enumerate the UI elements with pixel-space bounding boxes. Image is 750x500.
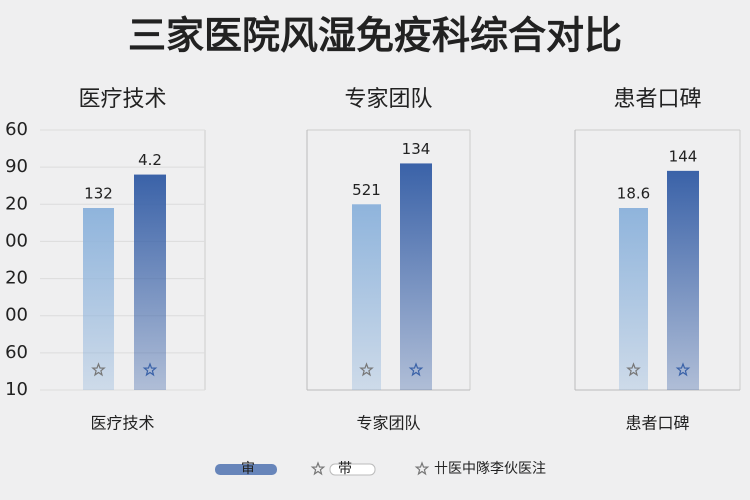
chart-title: 三家医院风湿免疫科综合对比 [128, 14, 622, 58]
y-tick-label: 00 [5, 305, 28, 326]
star-icon [142, 362, 158, 377]
value-label: 521 [352, 181, 381, 199]
star-icon [408, 362, 424, 377]
y-tick-label: 60 [5, 342, 28, 363]
legend-pill [329, 463, 376, 476]
x-axis-label: 患者口碑 [625, 414, 689, 433]
y-tick-label: 20 [5, 268, 28, 289]
value-label: 134 [402, 140, 431, 158]
bar [667, 170, 699, 390]
value-label: 18.6 [617, 185, 650, 203]
bar [134, 174, 166, 390]
panel-title: 专家团队 [344, 87, 432, 112]
value-label: 132 [84, 185, 113, 203]
bar [352, 204, 381, 390]
y-tick-label: 10 [5, 379, 28, 400]
star-icon [675, 362, 691, 377]
y-tick-label: 00 [5, 230, 28, 251]
legend-label: 审 [241, 461, 255, 477]
star-icon [91, 362, 106, 377]
star-icon [310, 461, 326, 476]
bar [83, 208, 114, 390]
panel-title: 医疗技术 [78, 87, 166, 112]
y-tick-label: 90 [5, 156, 28, 177]
y-tick-label: 20 [5, 193, 28, 214]
star-icon [414, 461, 430, 476]
bar [619, 208, 648, 390]
x-axis-label: 医疗技术 [90, 414, 154, 433]
panel-title: 患者口碑 [613, 87, 701, 112]
legend-swatch [215, 464, 277, 475]
x-axis-label: 专家团队 [356, 414, 420, 433]
legend-label: 带 [338, 461, 352, 477]
star-icon [359, 362, 374, 377]
y-tick-label: 60 [5, 119, 28, 140]
bar [400, 163, 432, 390]
value-label: 4.2 [138, 151, 162, 169]
legend-label: 卄医中隊李伙医注 [434, 461, 546, 477]
value-label: 144 [669, 147, 698, 165]
star-icon [626, 362, 641, 377]
